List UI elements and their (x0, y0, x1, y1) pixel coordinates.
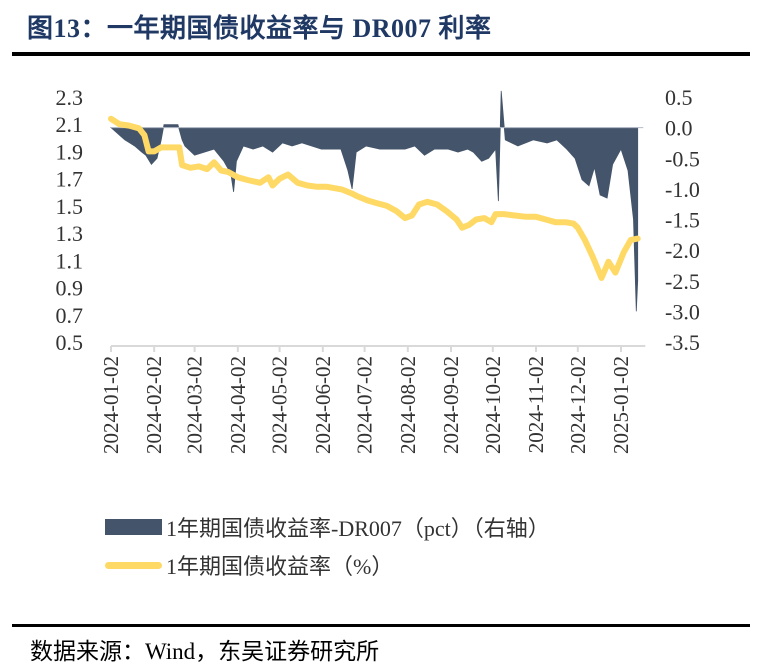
x-tick-label: 2024-02-02 (142, 356, 166, 454)
x-tick-label: 2024-04-02 (226, 356, 250, 454)
x-tick-label: 2024-12-02 (566, 356, 590, 454)
right-tick-label: -0.5 (665, 146, 700, 171)
plot-area (108, 90, 644, 312)
right-tick-label: -1.5 (665, 208, 700, 233)
left-tick-label: 0.5 (56, 330, 84, 355)
yield-line (108, 115, 641, 281)
x-tick-label: 2024-06-02 (311, 356, 335, 454)
chart-title: 图13：一年期国债收益率与 DR007 利率 (27, 14, 492, 43)
x-tick-label: 2025-01-02 (609, 356, 633, 454)
left-tick-label: 2.3 (56, 85, 84, 110)
legend-swatch-line (105, 561, 162, 569)
left-tick-label: 1.7 (56, 167, 84, 192)
right-tick-label: 0.0 (665, 116, 693, 141)
x-tick-label: 2024-10-02 (481, 356, 505, 454)
x-tick-label: 2024-08-02 (396, 356, 420, 454)
right-tick-label: -2.0 (665, 238, 700, 263)
right-axis: 0.5 0.0 -0.5 -1.0 -1.5 -2.0 -2.5 -3.0 -3.5 (665, 85, 700, 355)
left-tick-label: 0.7 (56, 303, 84, 328)
x-axis: 2024-01-02 2024-02-02 2024-03-02 2024-04-02… (99, 345, 646, 454)
x-tick-label: 2024-11-02 (524, 356, 548, 453)
left-tick-label: 0.9 (56, 276, 84, 301)
legend-item-spread: 1年期国债收益率-DR007（pct）（右轴） (105, 508, 550, 546)
left-tick-label: 1.1 (56, 248, 84, 273)
bottom-divider (12, 624, 750, 627)
right-tick-label: -3.5 (665, 330, 700, 355)
right-tick-label: -3.0 (665, 299, 700, 324)
legend-label-yield: 1年期国债收益率（%） (166, 554, 394, 579)
legend-swatch-area (105, 519, 162, 535)
left-tick-label: 1.5 (56, 194, 84, 219)
left-axis: 2.32.11.9 1.71.51.31.1 0.90.70.5 (56, 85, 84, 355)
right-tick-label: -1.0 (665, 177, 700, 202)
left-tick-label: 2.1 (56, 112, 84, 137)
top-divider (12, 52, 750, 56)
legend: 1年期国债收益率-DR007（pct）（右轴） 1年期国债收益率（%） (105, 508, 550, 584)
right-tick-label: 0.5 (665, 85, 693, 110)
left-tick-label: 1.3 (56, 221, 84, 246)
left-tick-label: 1.9 (56, 139, 84, 164)
legend-label-spread: 1年期国债收益率-DR007（pct）（右轴） (166, 516, 550, 541)
x-tick-label: 2024-01-02 (99, 356, 123, 454)
chart-svg: 2.32.11.91.71.51.31.10.90.70.5 0.50.0-0.… (56, 85, 700, 454)
x-tick-label: 2024-07-02 (353, 356, 377, 454)
right-tick-label: -2.5 (665, 269, 700, 294)
spread-area (110, 90, 639, 312)
x-tick-label: 2024-09-02 (439, 356, 463, 454)
x-tick-label: 2024-05-02 (268, 356, 292, 454)
x-tick-label: 2024-03-02 (183, 356, 207, 454)
legend-item-yield: 1年期国债收益率（%） (105, 546, 550, 584)
source-note: 数据来源：Wind，东吴证券研究所 (30, 639, 380, 664)
